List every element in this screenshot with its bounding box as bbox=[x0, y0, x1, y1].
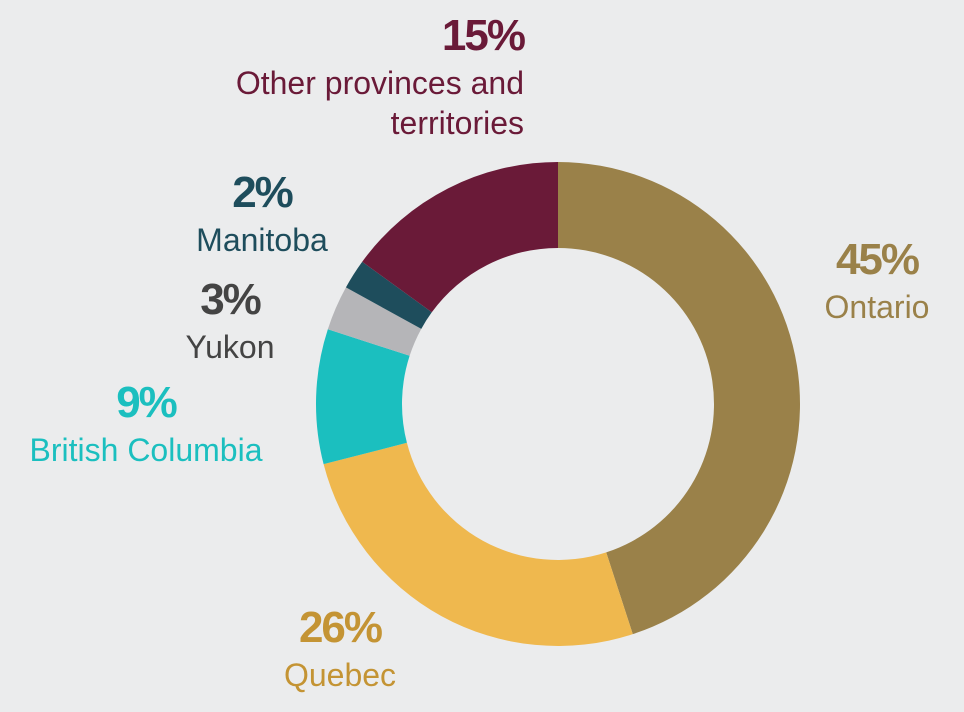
value-label: 15% bbox=[441, 11, 526, 60]
slice-label: 45% Ontario bbox=[800, 232, 954, 327]
category-label: Quebec bbox=[283, 657, 397, 693]
donut-slice bbox=[327, 287, 422, 356]
donut-slice bbox=[323, 442, 633, 646]
slice-label: 15% Other provinces and territories bbox=[224, 8, 526, 143]
donut-slice bbox=[316, 329, 410, 465]
slice-label: 9% British Columbia bbox=[0, 375, 292, 470]
value-label: 45% bbox=[835, 235, 920, 284]
slice-label: 26% Quebec bbox=[240, 600, 440, 695]
donut-slice bbox=[558, 162, 800, 635]
value-label: 3% bbox=[200, 275, 262, 324]
donut-slice bbox=[362, 162, 558, 313]
category-label: British Columbia bbox=[29, 432, 263, 468]
category-label: Yukon bbox=[185, 329, 275, 365]
value-label: 26% bbox=[298, 603, 383, 652]
value-label: 2% bbox=[232, 168, 294, 217]
category-label: Manitoba bbox=[196, 222, 328, 258]
category-label: Ontario bbox=[824, 289, 930, 325]
slice-label: 3% Yukon bbox=[150, 272, 310, 367]
donut-slice bbox=[345, 261, 432, 329]
value-label: 9% bbox=[116, 378, 178, 427]
category-label: Other provinces and territories bbox=[235, 65, 524, 141]
slice-label: 2% Manitoba bbox=[170, 165, 354, 260]
